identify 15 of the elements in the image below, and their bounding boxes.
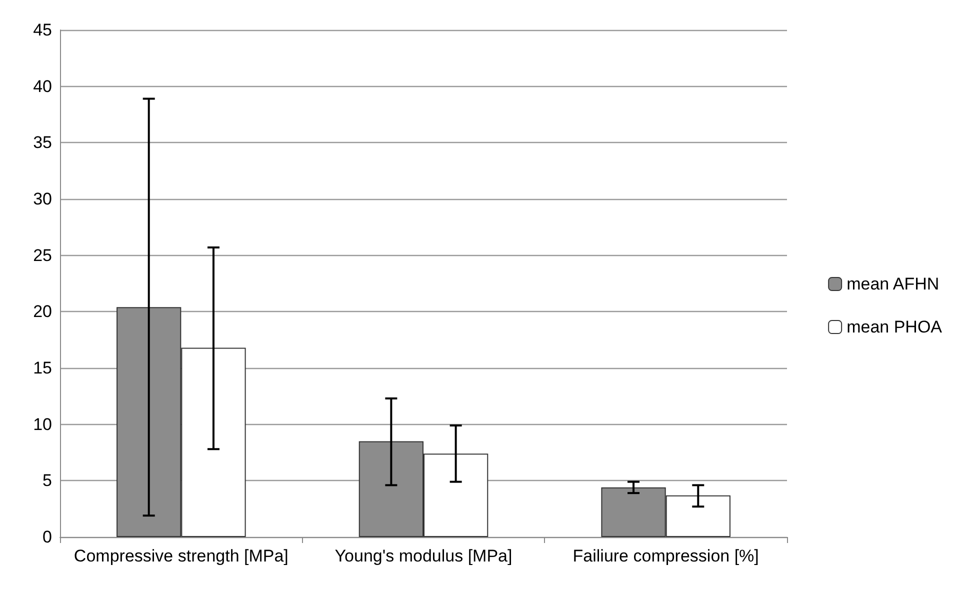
y-tick-label: 10: [33, 414, 52, 434]
y-tick-label: 5: [42, 471, 52, 490]
y-tick-label: 15: [33, 358, 52, 378]
x-tick-label: Compressive strength [MPa]: [74, 546, 288, 566]
legend-label: mean PHOA: [846, 318, 943, 336]
y-tick-label: 0: [42, 528, 52, 546]
y-tick-label: 45: [33, 20, 52, 40]
x-tick-label: Young's modulus [MPa]: [334, 546, 512, 566]
y-tick-label: 40: [33, 76, 52, 96]
y-tick-label: 20: [33, 302, 52, 322]
y-tick-label: 30: [33, 190, 52, 208]
x-tick-label: Failiure compression [%]: [572, 546, 759, 566]
y-tick-label: 35: [33, 133, 52, 152]
legend-label: mean AFHN: [846, 274, 940, 294]
y-tick-label: 25: [33, 246, 52, 265]
